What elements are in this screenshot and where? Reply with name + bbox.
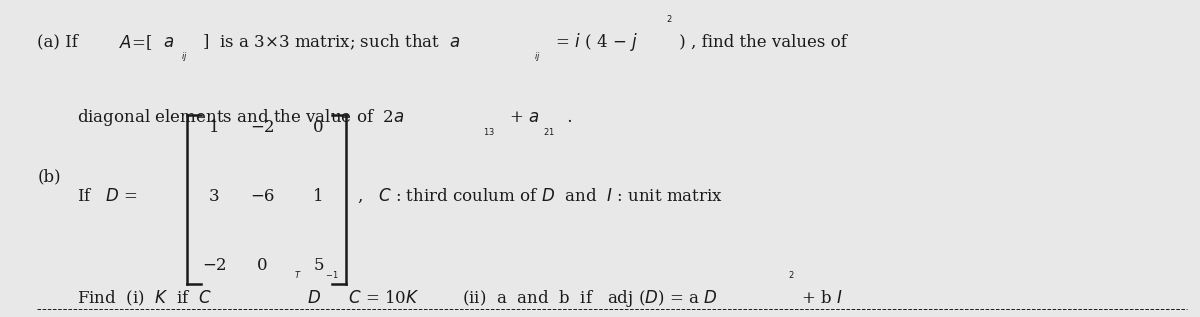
Text: $^{2}$: $^{2}$ <box>788 271 794 284</box>
Text: 5: 5 <box>313 257 324 274</box>
Text: $A$=[: $A$=[ <box>119 33 152 52</box>
Text: ,   $C$ : third coulum of $D$  and  $I$ : unit matrix: , $C$ : third coulum of $D$ and $I$ : un… <box>356 187 722 205</box>
Text: diagonal elements and the value of  2$a$: diagonal elements and the value of 2$a$ <box>77 107 404 128</box>
Text: $C$ = 10$K$: $C$ = 10$K$ <box>342 290 419 307</box>
Text: $_{ij}$: $_{ij}$ <box>534 50 541 63</box>
Text: 1: 1 <box>209 119 220 136</box>
Text: If   $D$ =: If $D$ = <box>77 188 138 205</box>
Text: $^{T}$: $^{T}$ <box>294 271 301 284</box>
Text: 3: 3 <box>209 188 220 205</box>
Text: (b): (b) <box>37 169 61 186</box>
Text: + b $I$: + b $I$ <box>797 290 844 307</box>
Text: $_{ij}$: $_{ij}$ <box>181 50 187 63</box>
Text: $^{2}$: $^{2}$ <box>666 15 672 28</box>
Text: 0: 0 <box>313 119 324 136</box>
Text: Find  (i)  $K$  if  $C$: Find (i) $K$ if $C$ <box>77 289 211 308</box>
Text: $^{-1}$: $^{-1}$ <box>325 271 338 284</box>
Text: 1: 1 <box>313 188 324 205</box>
Text: ]  is a 3×3 matrix; such that  $a$: ] is a 3×3 matrix; such that $a$ <box>197 33 460 52</box>
Text: −2: −2 <box>250 119 275 136</box>
Text: .: . <box>562 109 572 126</box>
Text: + $a$: + $a$ <box>504 109 540 126</box>
Text: 0: 0 <box>257 257 268 274</box>
Text: = $i$ ( 4 − $j$: = $i$ ( 4 − $j$ <box>550 31 637 53</box>
Text: $D$: $D$ <box>302 290 322 307</box>
Text: $a$: $a$ <box>163 34 174 51</box>
Text: −2: −2 <box>203 257 227 274</box>
Text: −6: −6 <box>250 188 275 205</box>
Text: $_{21}$: $_{21}$ <box>542 125 554 138</box>
Text: ) , find the values of: ) , find the values of <box>674 34 847 51</box>
Text: $_{13}$: $_{13}$ <box>482 125 494 138</box>
Text: (a) If: (a) If <box>37 34 89 51</box>
Text: (ii)  a  and  b  if   adj ($D$) = a $D$: (ii) a and b if adj ($D$) = a $D$ <box>462 288 718 309</box>
